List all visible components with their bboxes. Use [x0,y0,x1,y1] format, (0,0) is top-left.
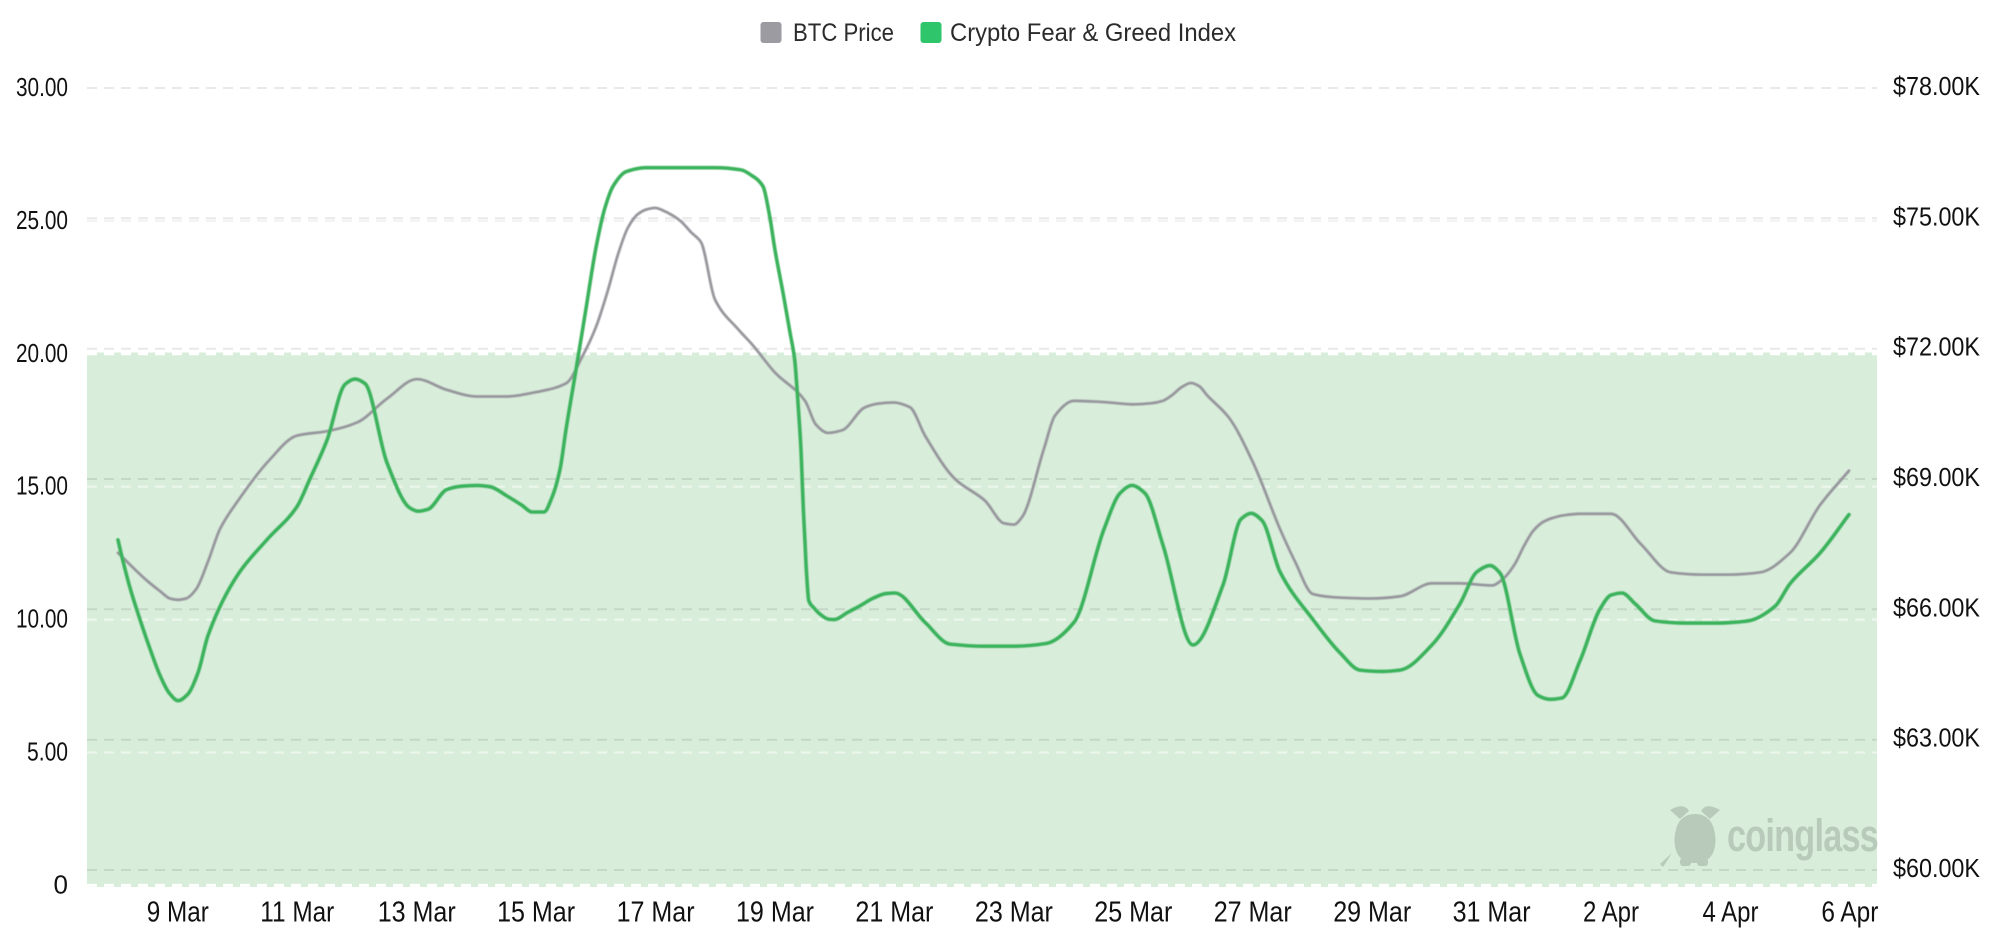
svg-text:$69.00K: $69.00K [1893,462,1981,492]
svg-text:6 Apr: 6 Apr [1821,897,1878,929]
svg-text:$72.00K: $72.00K [1893,332,1981,362]
svg-text:10.00: 10.00 [16,604,68,634]
svg-text:15 Mar: 15 Mar [497,897,575,929]
svg-text:25.00: 25.00 [16,205,68,235]
svg-text:BTC Price: BTC Price [793,19,894,47]
svg-text:21 Mar: 21 Mar [855,897,933,929]
svg-text:11 Mar: 11 Mar [260,897,334,929]
svg-text:4 Apr: 4 Apr [1703,897,1759,929]
svg-text:31 Mar: 31 Mar [1453,897,1531,929]
svg-text:9 Mar: 9 Mar [147,897,209,929]
svg-text:27 Mar: 27 Mar [1214,897,1292,929]
svg-text:23 Mar: 23 Mar [975,897,1053,929]
svg-text:19 Mar: 19 Mar [736,897,814,929]
svg-text:2 Apr: 2 Apr [1583,897,1639,929]
svg-text:13 Mar: 13 Mar [378,897,456,929]
svg-text:25 Mar: 25 Mar [1094,897,1172,929]
svg-text:$66.00K: $66.00K [1893,592,1981,622]
svg-text:coinglass: coinglass [1727,810,1878,861]
svg-text:5.00: 5.00 [27,737,68,767]
svg-text:0: 0 [54,869,68,899]
svg-text:15.00: 15.00 [16,471,68,501]
svg-text:Crypto Fear & Greed Index: Crypto Fear & Greed Index [950,19,1236,47]
svg-text:$75.00K: $75.00K [1893,201,1981,231]
svg-text:29 Mar: 29 Mar [1333,897,1411,929]
svg-text:$60.00K: $60.00K [1893,853,1981,883]
svg-text:17 Mar: 17 Mar [617,897,695,929]
svg-text:$63.00K: $63.00K [1893,723,1981,753]
svg-text:30.00: 30.00 [16,72,68,102]
svg-text:$78.00K: $78.00K [1893,71,1981,101]
svg-text:20.00: 20.00 [16,338,68,368]
